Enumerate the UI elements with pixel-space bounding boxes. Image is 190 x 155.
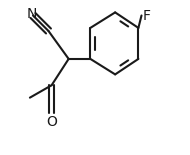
Text: O: O [46, 115, 57, 129]
Text: N: N [26, 7, 37, 21]
Text: F: F [143, 9, 151, 22]
